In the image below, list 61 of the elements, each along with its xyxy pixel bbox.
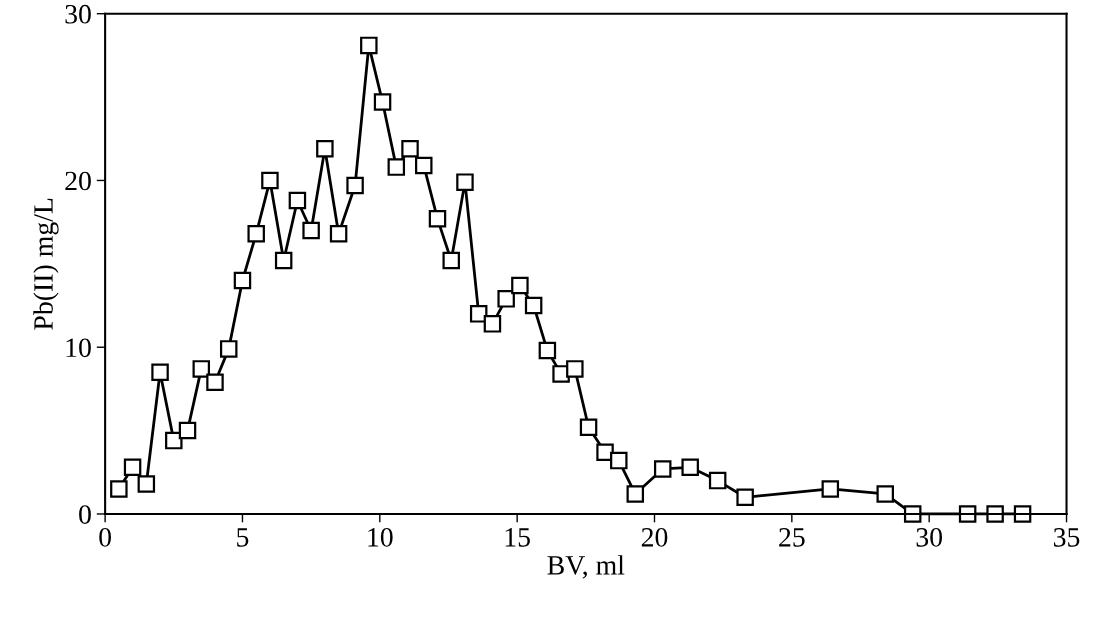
x-tick-label: 5: [237, 528, 249, 547]
x-tick-label: 30: [916, 527, 943, 547]
x-tick-label: 20: [641, 527, 668, 547]
point: [219, 340, 238, 358]
point: [708, 471, 727, 490]
point: [626, 485, 645, 503]
point: [428, 210, 447, 228]
x-tick-label: 0: [99, 527, 112, 547]
x-tick-label: 15: [505, 528, 530, 547]
point: [958, 505, 977, 523]
point: [401, 140, 419, 158]
point: [524, 296, 543, 315]
point: [610, 451, 628, 470]
point: [456, 173, 474, 191]
point: [511, 276, 529, 295]
x-tick-label: 25: [779, 528, 805, 547]
point: [261, 171, 279, 190]
point: [596, 443, 614, 462]
y-axis-title: Pb(II) mg/L: [33, 198, 59, 330]
point: [579, 418, 598, 437]
point: [316, 140, 334, 158]
point: [653, 460, 672, 478]
y-tick-label: 10: [66, 338, 91, 358]
point: [736, 488, 754, 507]
point: [346, 176, 364, 195]
point: [876, 485, 894, 503]
point: [681, 458, 699, 477]
x-tick-label: 10: [368, 527, 393, 547]
point: [192, 360, 211, 378]
point: [302, 221, 320, 240]
point: [165, 431, 183, 450]
point: [1013, 505, 1032, 523]
point: [497, 290, 515, 308]
point: [387, 158, 406, 176]
point: [329, 225, 348, 243]
point: [247, 225, 265, 243]
y-tick-label: 20: [65, 171, 91, 191]
point: [821, 480, 840, 498]
x-tick-label: 35: [1053, 528, 1080, 547]
point: [178, 421, 197, 440]
point: [566, 360, 584, 378]
point: [206, 373, 224, 391]
point: [538, 341, 557, 360]
point: [986, 505, 1004, 523]
y-tick-label: 30: [65, 4, 91, 24]
point: [288, 191, 307, 210]
y-tick-label: 0: [79, 505, 91, 524]
point: [373, 93, 392, 111]
point: [110, 480, 128, 498]
point: [123, 458, 142, 477]
point: [415, 156, 433, 175]
point: [137, 475, 156, 493]
x-axis-title: BV, ml: [547, 555, 625, 579]
point: [442, 251, 460, 270]
point: [274, 251, 293, 270]
point: [233, 271, 252, 290]
point: [151, 363, 169, 381]
point: [483, 315, 502, 333]
point: [469, 305, 488, 323]
point: [360, 36, 378, 55]
point: [903, 505, 922, 523]
